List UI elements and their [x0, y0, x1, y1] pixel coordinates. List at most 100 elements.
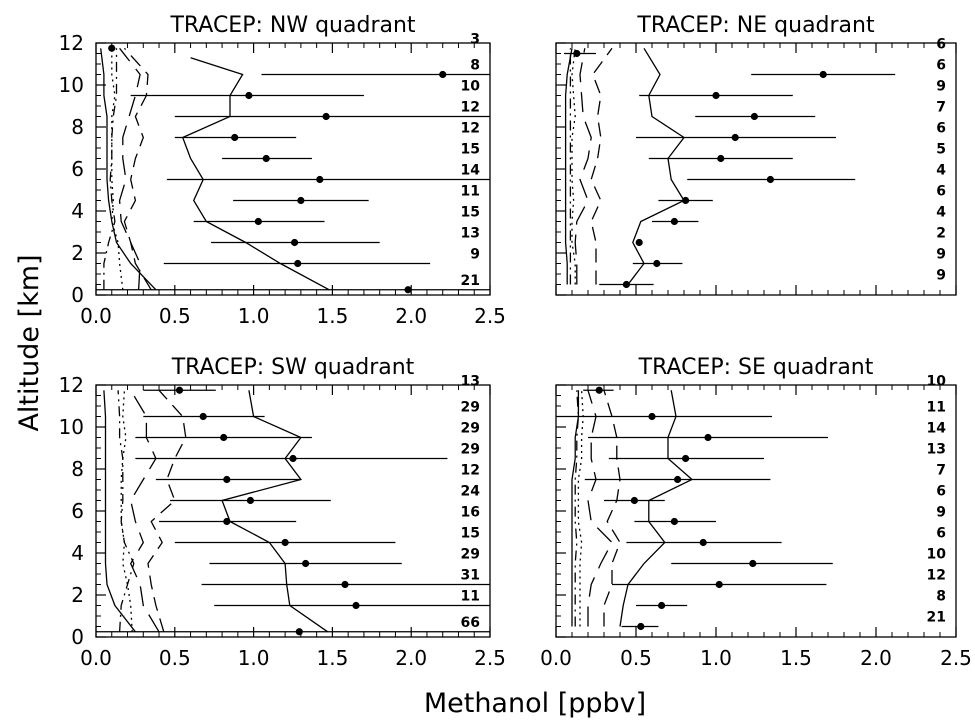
sample-count-label: 16 — [461, 505, 480, 521]
sample-count-label: 6 — [936, 37, 946, 53]
data-point — [404, 286, 412, 294]
data-point — [682, 196, 690, 205]
sample-count-label: 11 — [461, 589, 480, 605]
sample-count-label: 10 — [927, 547, 947, 563]
profile-line-solid — [100, 48, 157, 291]
data-point — [670, 217, 679, 226]
sample-count-label: 21 — [927, 610, 946, 626]
plot-area — [96, 386, 490, 636]
profile-line-long-dash — [118, 47, 141, 290]
data-point — [749, 559, 757, 568]
x-tick-label: 2.0 — [860, 646, 892, 670]
y-tick-label: 12 — [59, 31, 84, 55]
y-tick-label: 2 — [71, 583, 84, 607]
y-axis-title: Altitude [km] — [14, 254, 45, 431]
profile-line-dotted — [111, 48, 124, 290]
panel-1: TRACEP: NE quadrant 6 6 9 7 6 5 4 6 4 2 9 9 — [555, 13, 957, 296]
data-point — [635, 238, 643, 247]
x-tick-label: 2.5 — [474, 304, 506, 328]
sample-count-label: 12 — [461, 121, 480, 137]
data-point — [302, 559, 310, 568]
plot-frame — [555, 384, 957, 638]
data-point — [341, 580, 349, 589]
sample-count-label: 15 — [461, 526, 480, 542]
data-point — [819, 70, 827, 79]
x-tick-label: 0.5 — [159, 646, 191, 670]
sample-count-label: 6 — [936, 484, 946, 500]
sample-count-label: 7 — [936, 463, 946, 479]
data-point — [220, 433, 228, 442]
profile-line-dash-dot — [574, 390, 580, 627]
y-tick-label: 0 — [71, 283, 84, 307]
y-tick-label: 10 — [59, 73, 84, 97]
plot-area — [564, 47, 896, 289]
sample-count-label: 21 — [461, 273, 480, 289]
data-point — [766, 175, 775, 184]
profile-line-dotted — [577, 390, 584, 627]
x-tick-label: 1.0 — [238, 304, 270, 328]
data-point — [750, 112, 759, 121]
sample-count-label: 29 — [461, 421, 480, 437]
sample-count-label: 5 — [936, 142, 946, 158]
data-point — [245, 91, 253, 100]
sample-count-label: 13 — [461, 226, 480, 242]
sample-count-label: 9 — [470, 247, 480, 263]
sample-count-label: 14 — [461, 163, 481, 179]
profile-line-long-dash — [587, 390, 613, 627]
sample-count-label: 8 — [470, 58, 480, 74]
x-axis-title: Methanol [ppbv] — [424, 688, 646, 719]
data-point — [175, 386, 184, 394]
profile-line-dotted — [120, 390, 133, 632]
profile-line-dash-dot — [103, 48, 118, 290]
data-point — [246, 496, 255, 505]
x-tick-label: 0.0 — [540, 646, 572, 670]
y-tick-label: 4 — [71, 199, 84, 223]
x-tick-label: 2.0 — [395, 304, 427, 328]
profile-line-solid — [571, 390, 580, 627]
data-point — [439, 70, 447, 79]
data-point — [682, 454, 690, 463]
data-point — [712, 91, 720, 100]
data-point — [653, 259, 661, 268]
sample-count-label: 2 — [936, 226, 946, 242]
sample-count-label: 15 — [461, 205, 480, 221]
panel-title: TRACEP: NW quadrant — [169, 13, 415, 38]
data-point — [223, 475, 231, 484]
data-point — [658, 601, 666, 610]
sample-count-label: 29 — [461, 442, 480, 458]
sample-count-label: 12 — [927, 568, 946, 584]
data-point — [295, 628, 303, 636]
sample-count-label: 14 — [927, 421, 947, 437]
sample-count-label: 6 — [936, 121, 946, 137]
data-point — [199, 412, 207, 421]
sample-count-label: 11 — [927, 400, 946, 416]
y-tick-label: 8 — [71, 115, 84, 139]
x-tick-label: 1.0 — [238, 646, 270, 670]
sample-count-label: 7 — [936, 100, 946, 116]
y-tick-label: 6 — [71, 499, 84, 523]
data-point — [290, 238, 299, 247]
data-point — [715, 580, 723, 589]
profile-line-dashed — [603, 390, 621, 627]
plot-area — [556, 386, 833, 631]
data-point — [674, 475, 682, 484]
y-tick-label: 6 — [71, 157, 84, 181]
sample-count-label: 13 — [461, 373, 480, 389]
plot-frame — [555, 42, 957, 296]
data-point — [352, 601, 360, 610]
data-point — [573, 49, 581, 58]
y-tick-label: 2 — [71, 241, 84, 265]
y-tick-label: 8 — [71, 457, 84, 481]
profile-line-solid — [181, 57, 330, 291]
profile-line-solid — [564, 48, 573, 285]
profile-line-solid — [627, 47, 685, 285]
x-tick-label: 0.0 — [80, 304, 112, 328]
profile-line-dashed — [590, 47, 613, 285]
sample-count-label: 13 — [927, 442, 946, 458]
data-point — [294, 259, 302, 268]
x-tick-label: 2.0 — [395, 646, 427, 670]
data-point — [297, 196, 305, 205]
panel-title: TRACEP: NE quadrant — [636, 13, 875, 38]
